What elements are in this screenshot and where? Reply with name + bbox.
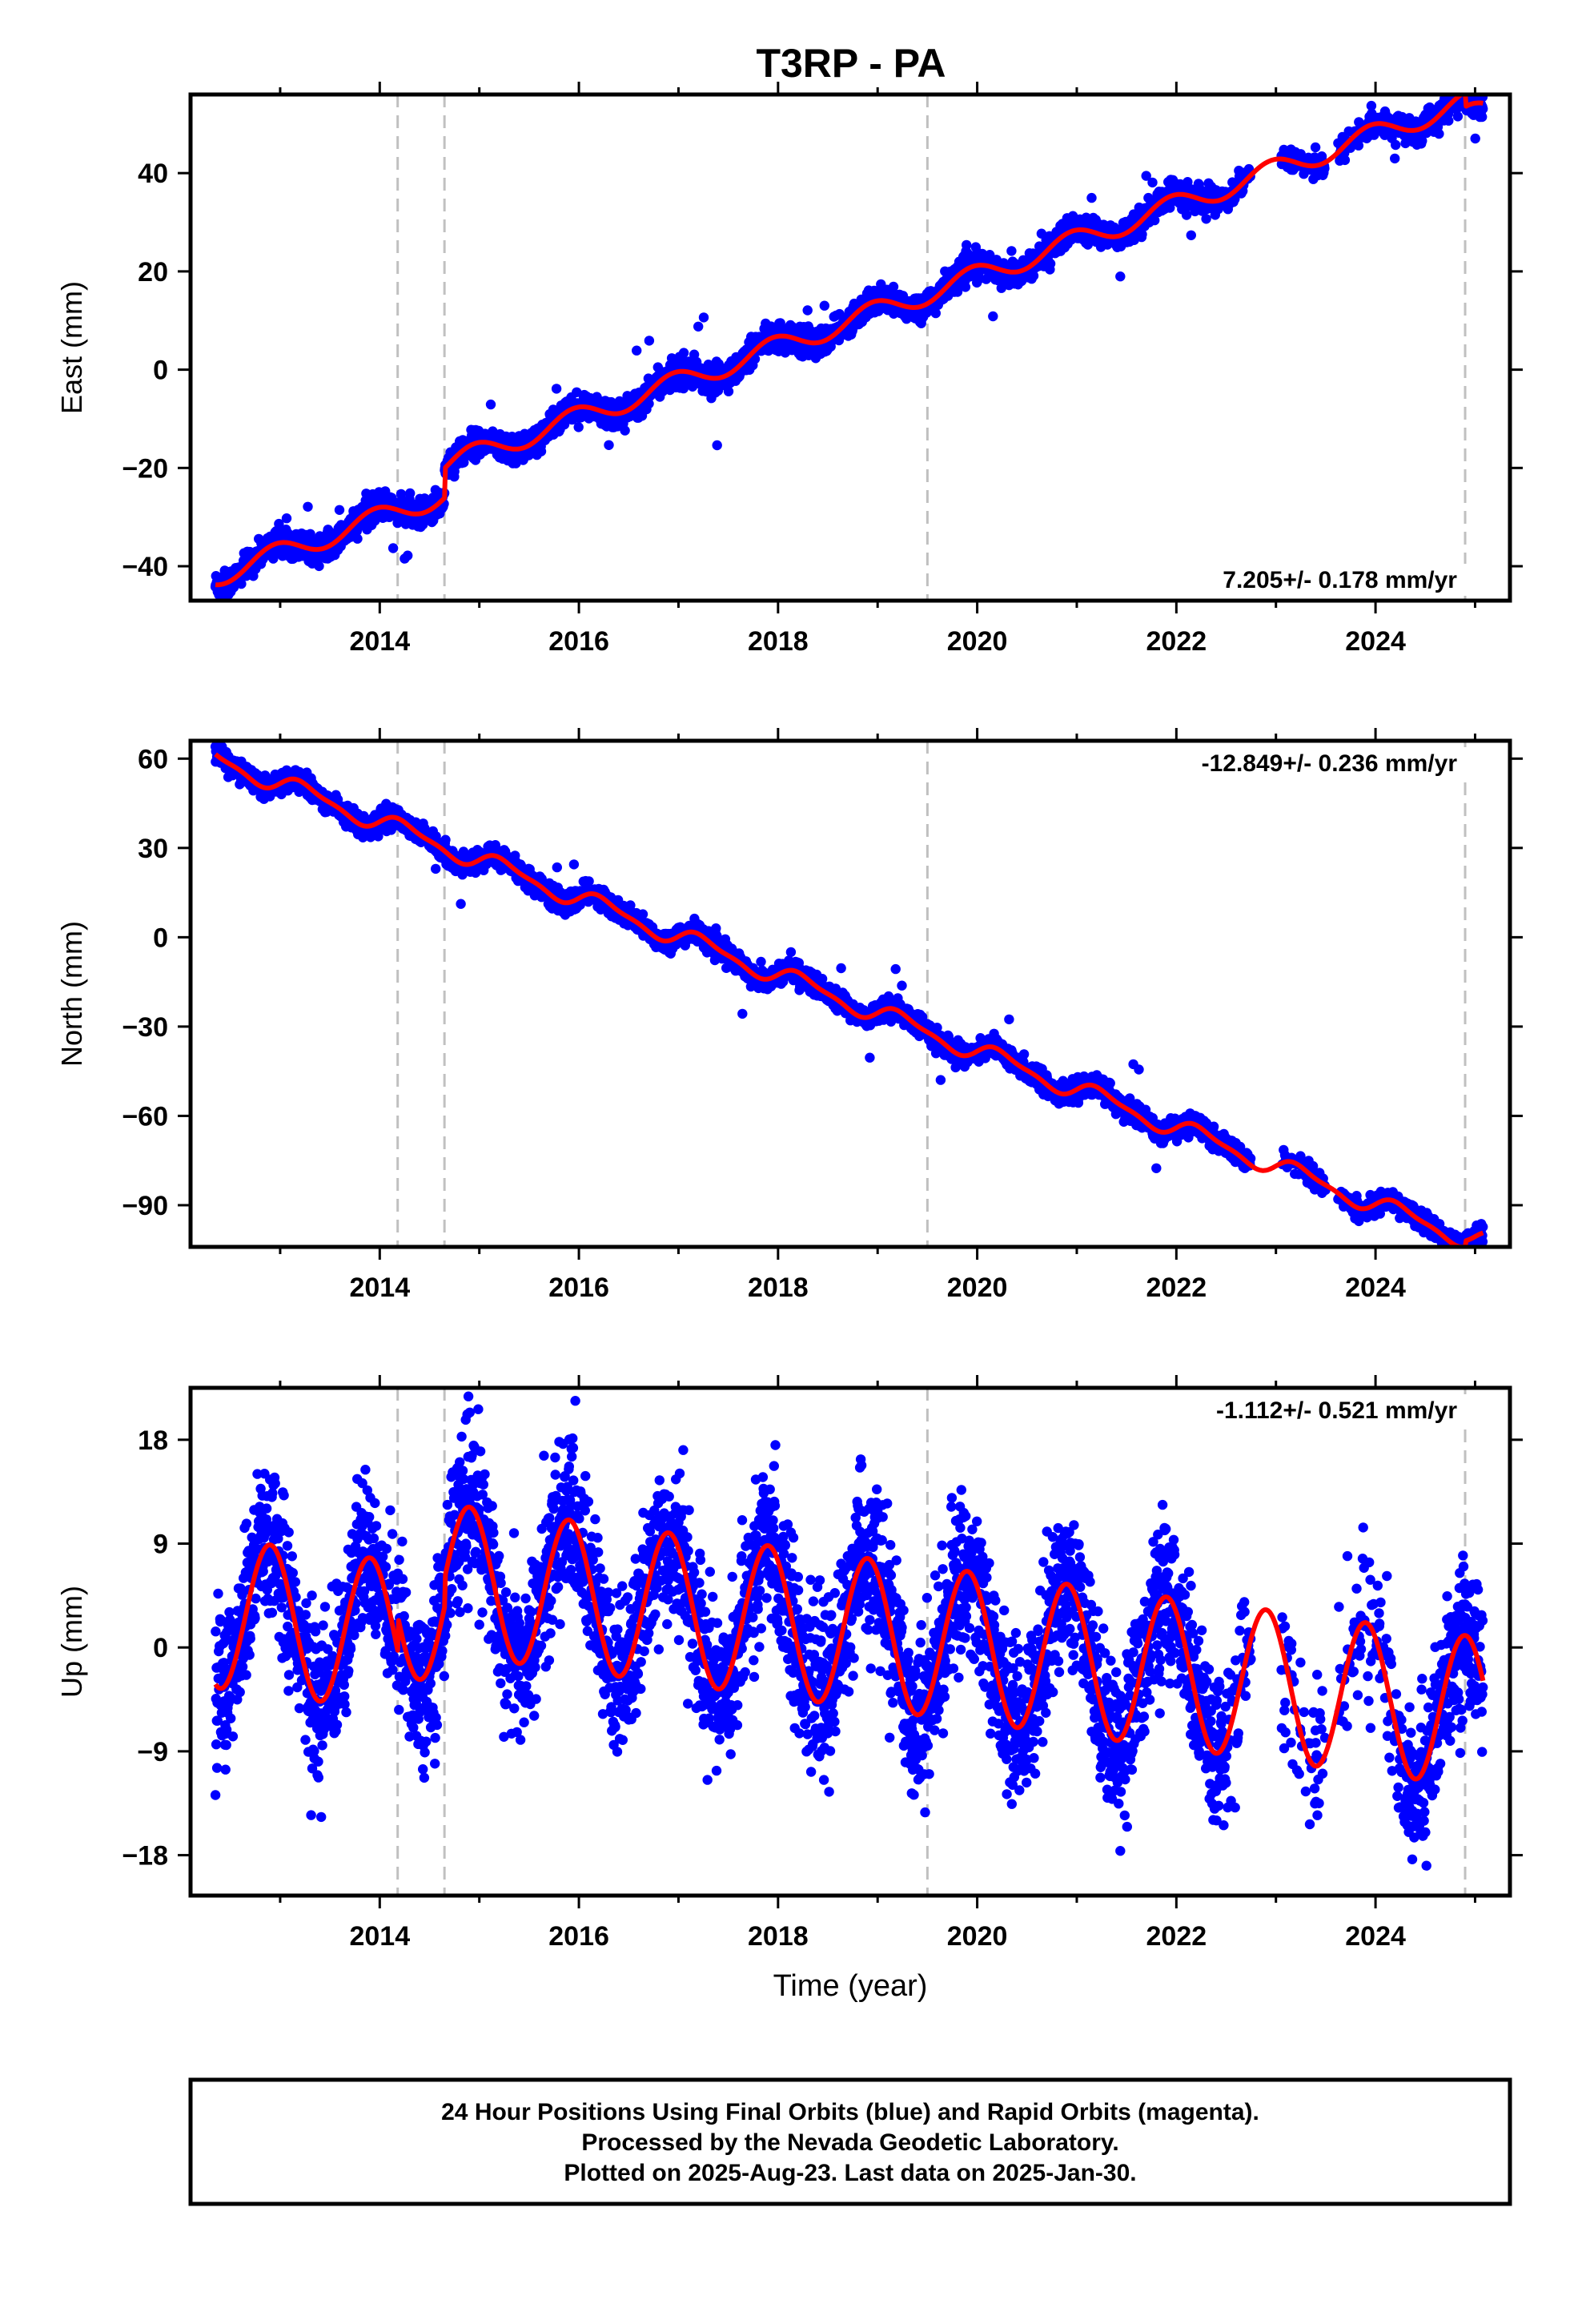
east-rate-label: 7.205+/- 0.178 mm/yr: [1223, 567, 1457, 593]
x-tick-label: 2018: [748, 626, 809, 657]
data-point: [723, 386, 734, 396]
x-tick-label: 2014: [349, 626, 410, 657]
data-point: [712, 440, 722, 451]
data-point: [960, 282, 971, 292]
data-point: [749, 354, 761, 364]
data-point: [1391, 139, 1401, 151]
data-point: [620, 425, 630, 436]
east-y-axis-label: East (mm): [55, 281, 88, 414]
data-point: [1390, 153, 1400, 164]
data-point: [678, 348, 689, 358]
y-tick-label: −20: [122, 453, 168, 484]
data-point: [644, 336, 655, 346]
data-point: [1147, 177, 1158, 188]
data-point: [459, 457, 469, 468]
data-point: [1086, 192, 1097, 203]
x-tick-label: 2022: [1146, 626, 1207, 657]
data-point: [281, 513, 292, 524]
data-point: [1186, 230, 1197, 240]
data-point: [1115, 271, 1126, 282]
data-point: [1478, 103, 1488, 115]
data-point: [1470, 133, 1480, 144]
data-point: [303, 501, 313, 512]
y-tick-label: 40: [138, 159, 168, 189]
x-tick-label: 2024: [1345, 626, 1406, 657]
data-point: [1434, 128, 1444, 139]
x-tick-label: 2020: [947, 626, 1008, 657]
data-point: [396, 489, 407, 500]
data-point: [334, 505, 345, 515]
data-point: [536, 446, 547, 456]
data-point: [1006, 246, 1017, 256]
data-point: [403, 550, 413, 561]
x-tick-label: 2016: [548, 626, 609, 657]
data-point: [698, 312, 709, 323]
data-point: [1201, 214, 1211, 224]
y-tick-label: −40: [122, 552, 168, 582]
y-tick-label: 20: [138, 257, 168, 287]
data-point: [693, 321, 704, 332]
data-point: [1339, 155, 1351, 166]
data-point: [644, 398, 654, 409]
data-point: [1443, 115, 1454, 126]
data-point: [689, 349, 700, 360]
data-point: [274, 518, 284, 529]
data-point: [802, 305, 813, 316]
data-point: [314, 561, 324, 572]
data-point: [1310, 142, 1321, 153]
y-tick-label: 0: [153, 356, 168, 386]
data-point: [988, 311, 998, 322]
data-point: [632, 345, 642, 356]
data-point: [573, 422, 584, 432]
data-point: [485, 399, 496, 410]
figure-title: T3RP - PA: [756, 41, 946, 86]
data-point: [405, 488, 416, 499]
data-point: [1045, 259, 1056, 269]
data-point: [352, 533, 363, 544]
data-point: [1452, 111, 1464, 122]
data-point: [604, 440, 614, 450]
data-point: [819, 300, 829, 311]
data-point: [930, 308, 942, 319]
east-panel: 2014 2016 2018 2020 2022 2024 −40 −20 0 20 40 East …: [55, 82, 1523, 657]
data-point: [551, 384, 562, 394]
data-point: [387, 543, 399, 553]
